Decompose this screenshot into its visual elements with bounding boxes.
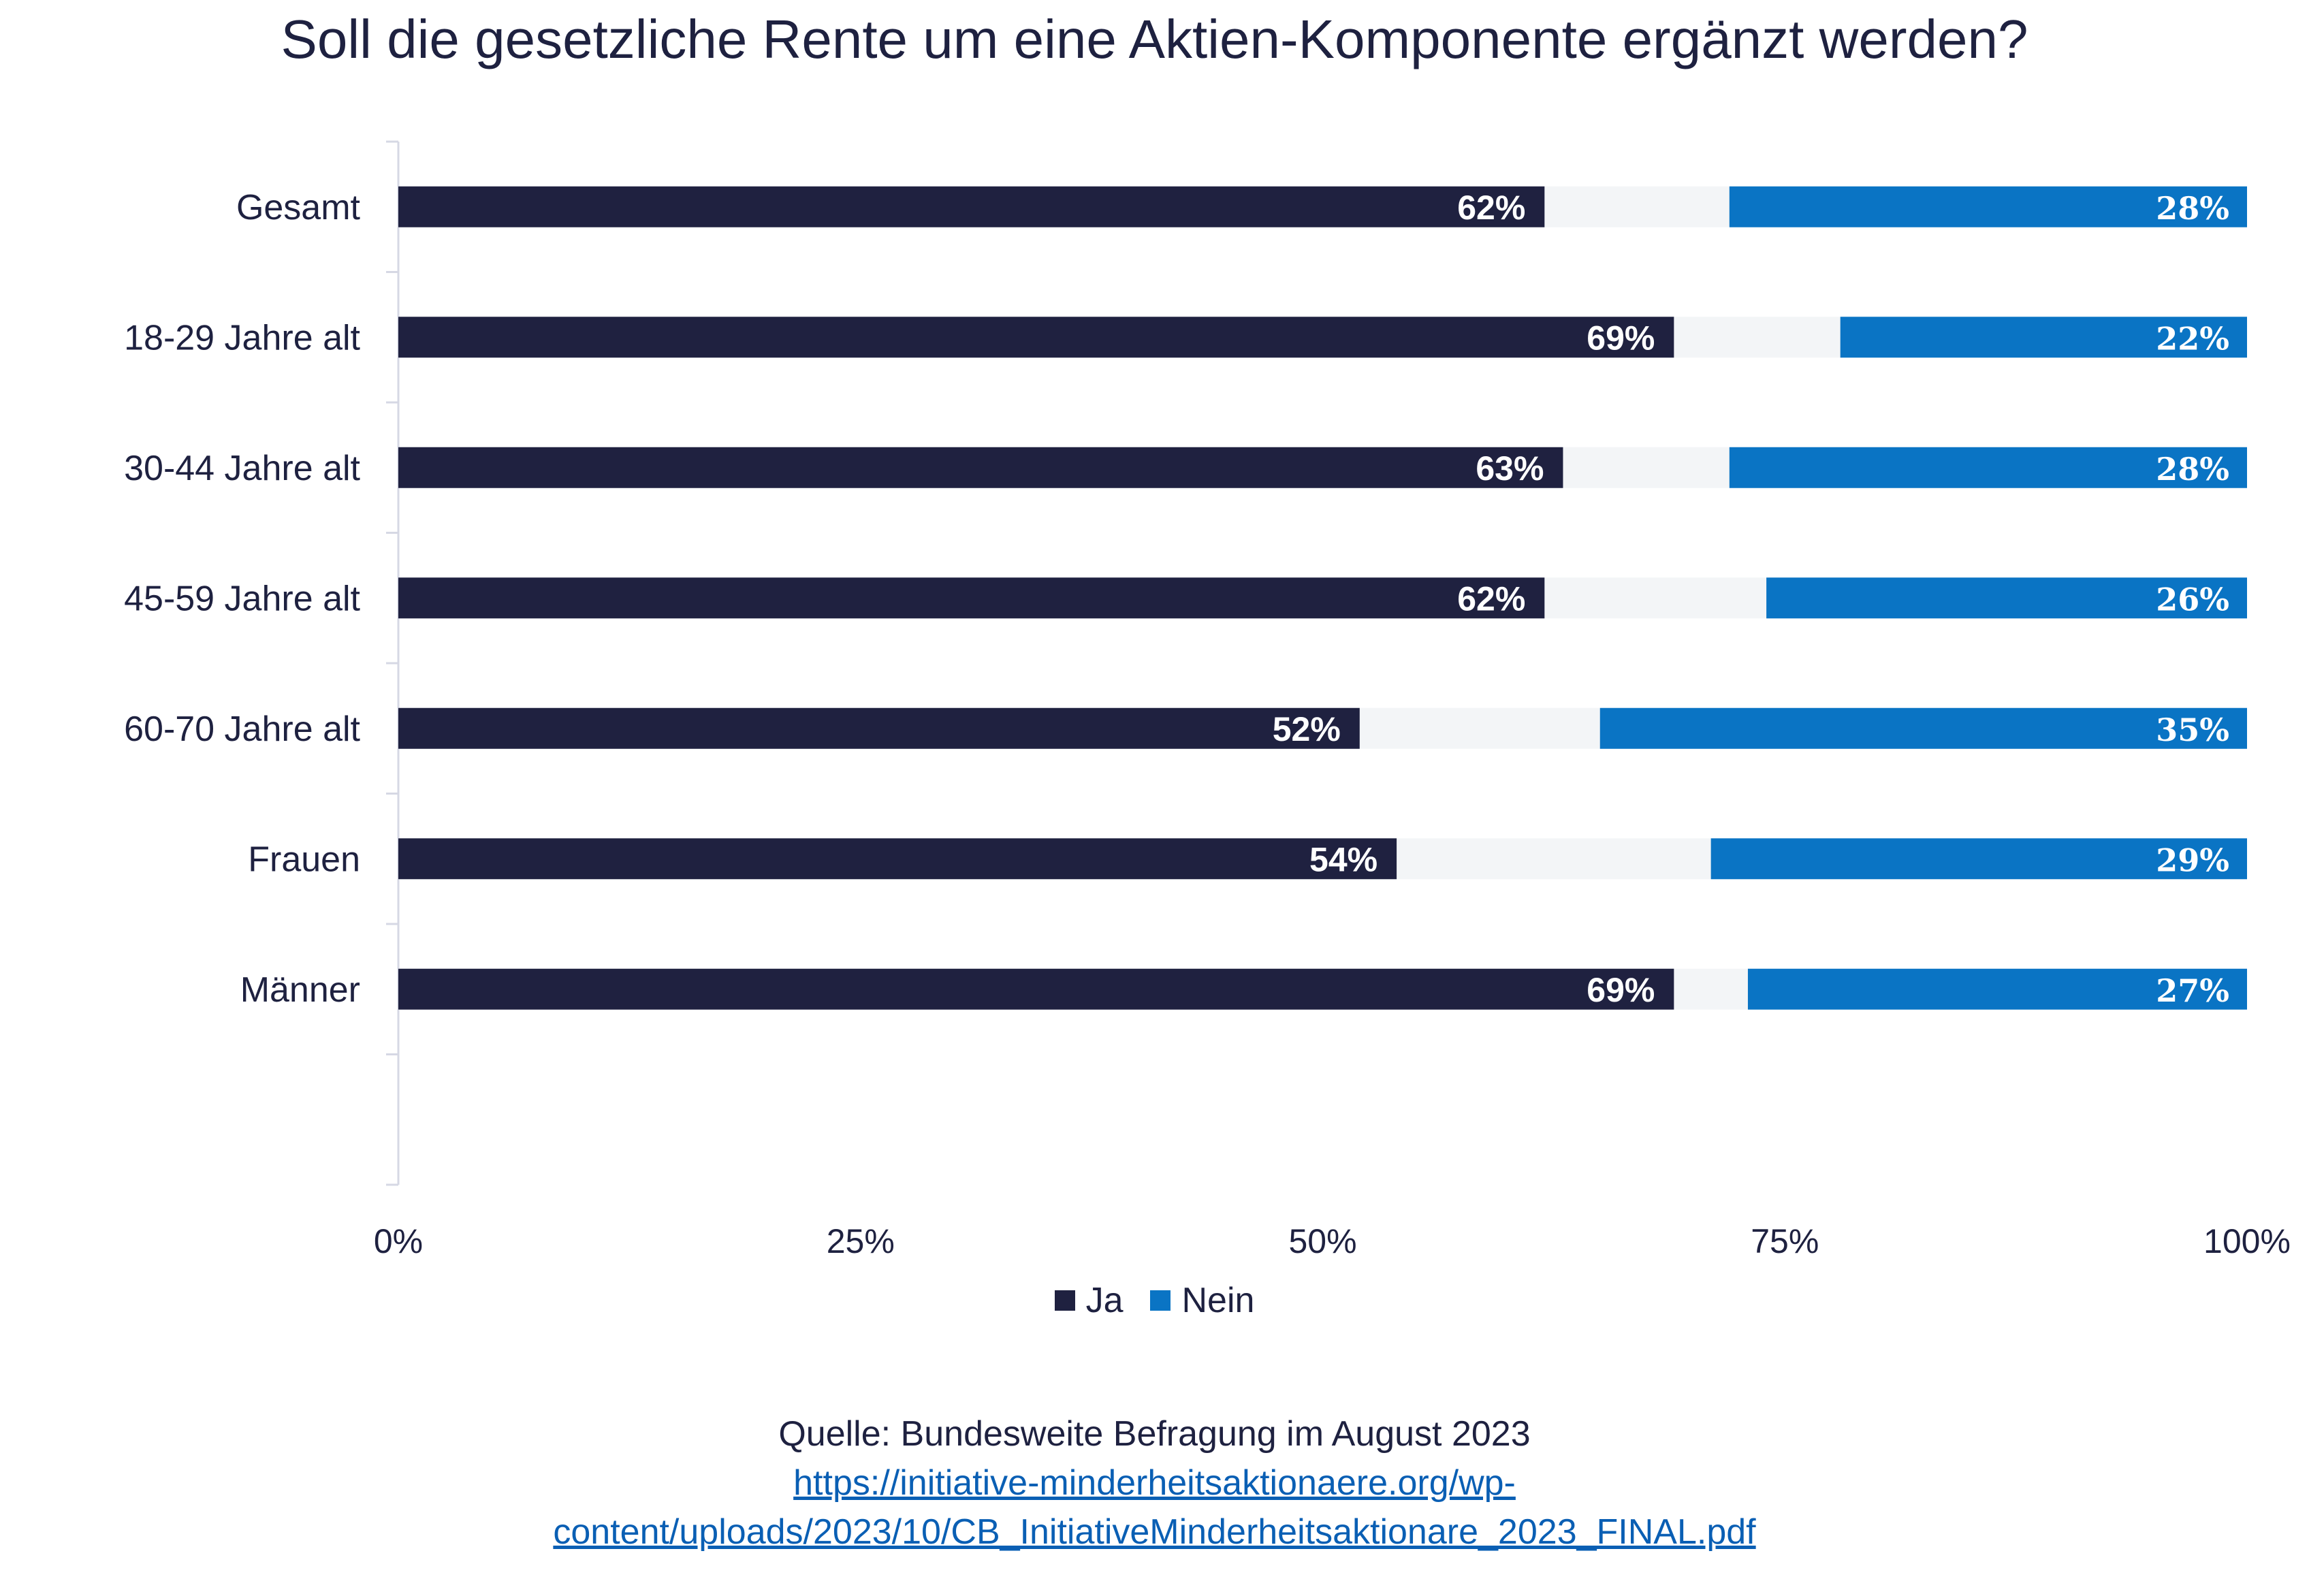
bar-nein	[1710, 838, 2247, 880]
category-label: 45-59 Jahre alt	[124, 579, 360, 618]
data-label-nein: 29%	[2156, 842, 2229, 878]
x-tick-label: 25%	[827, 1222, 895, 1260]
category-label: Gesamt	[236, 188, 361, 227]
data-label-nein: 22%	[2156, 320, 2229, 357]
legend-label-ja: Ja	[1085, 1281, 1124, 1320]
data-label-ja: 62%	[1457, 189, 1525, 227]
bar-nein	[1599, 707, 2247, 749]
bar-nein	[1747, 968, 2247, 1010]
legend-item-nein: Nein	[1150, 1280, 1254, 1321]
bar-ja	[398, 968, 1674, 1010]
category-label: Männer	[240, 970, 360, 1010]
bar-ja	[398, 186, 1545, 227]
category-label: Frauen	[248, 840, 360, 879]
data-label-nein: 28%	[2156, 451, 2229, 488]
legend-label-nein: Nein	[1181, 1281, 1255, 1320]
x-tick-label: 0%	[374, 1222, 423, 1260]
category-label: 60-70 Jahre alt	[124, 709, 360, 749]
source-link-line-1[interactable]: https://initiative-minderheitsaktionaere…	[793, 1463, 1516, 1503]
data-label-ja: 62%	[1457, 579, 1525, 618]
data-label-nein: 28%	[2156, 190, 2229, 227]
legend-swatch-nein	[1150, 1290, 1171, 1311]
x-tick-label: 75%	[1751, 1222, 1819, 1260]
x-tick-label: 100%	[2203, 1222, 2291, 1260]
source-text: Quelle: Bundesweite Befragung im August …	[778, 1414, 1531, 1454]
x-tick-label: 50%	[1288, 1222, 1356, 1260]
category-label: 30-44 Jahre alt	[124, 449, 360, 488]
data-label-ja: 63%	[1476, 449, 1544, 488]
legend: Ja Nein	[0, 1280, 2309, 1321]
source-note: Quelle: Bundesweite Befragung im August …	[0, 1409, 2309, 1557]
legend-item-ja: Ja	[1054, 1280, 1124, 1321]
source-link-line-2[interactable]: content/uploads/2023/10/CB_InitiativeMin…	[553, 1512, 1756, 1552]
bar-nein	[1729, 447, 2247, 488]
bar-ja	[398, 707, 1360, 749]
legend-swatch-ja	[1054, 1290, 1075, 1311]
data-label-ja: 69%	[1587, 971, 1655, 1009]
data-label-nein: 26%	[2156, 581, 2229, 618]
data-label-ja: 69%	[1587, 319, 1655, 357]
bar-ja	[398, 317, 1674, 358]
data-label-ja: 54%	[1309, 840, 1378, 878]
data-label-nein: 35%	[2156, 712, 2229, 748]
category-label: 18-29 Jahre alt	[124, 318, 360, 357]
bar-nein	[1729, 186, 2247, 227]
bar-ja	[398, 447, 1563, 488]
data-label-ja: 52%	[1273, 710, 1341, 748]
bar-ja	[398, 577, 1545, 619]
chart-title: Soll die gesetzliche Rente um eine Aktie…	[281, 9, 2028, 69]
stacked-bar-chart: Gesamt 62% 28% 18-29 Jahre alt 69% 22% 30-44 J…	[124, 140, 2291, 1260]
bar-nein	[1840, 317, 2247, 358]
data-label-nein: 27%	[2156, 972, 2229, 1009]
bar-nein	[1766, 577, 2247, 619]
bar-ja	[398, 838, 1397, 880]
